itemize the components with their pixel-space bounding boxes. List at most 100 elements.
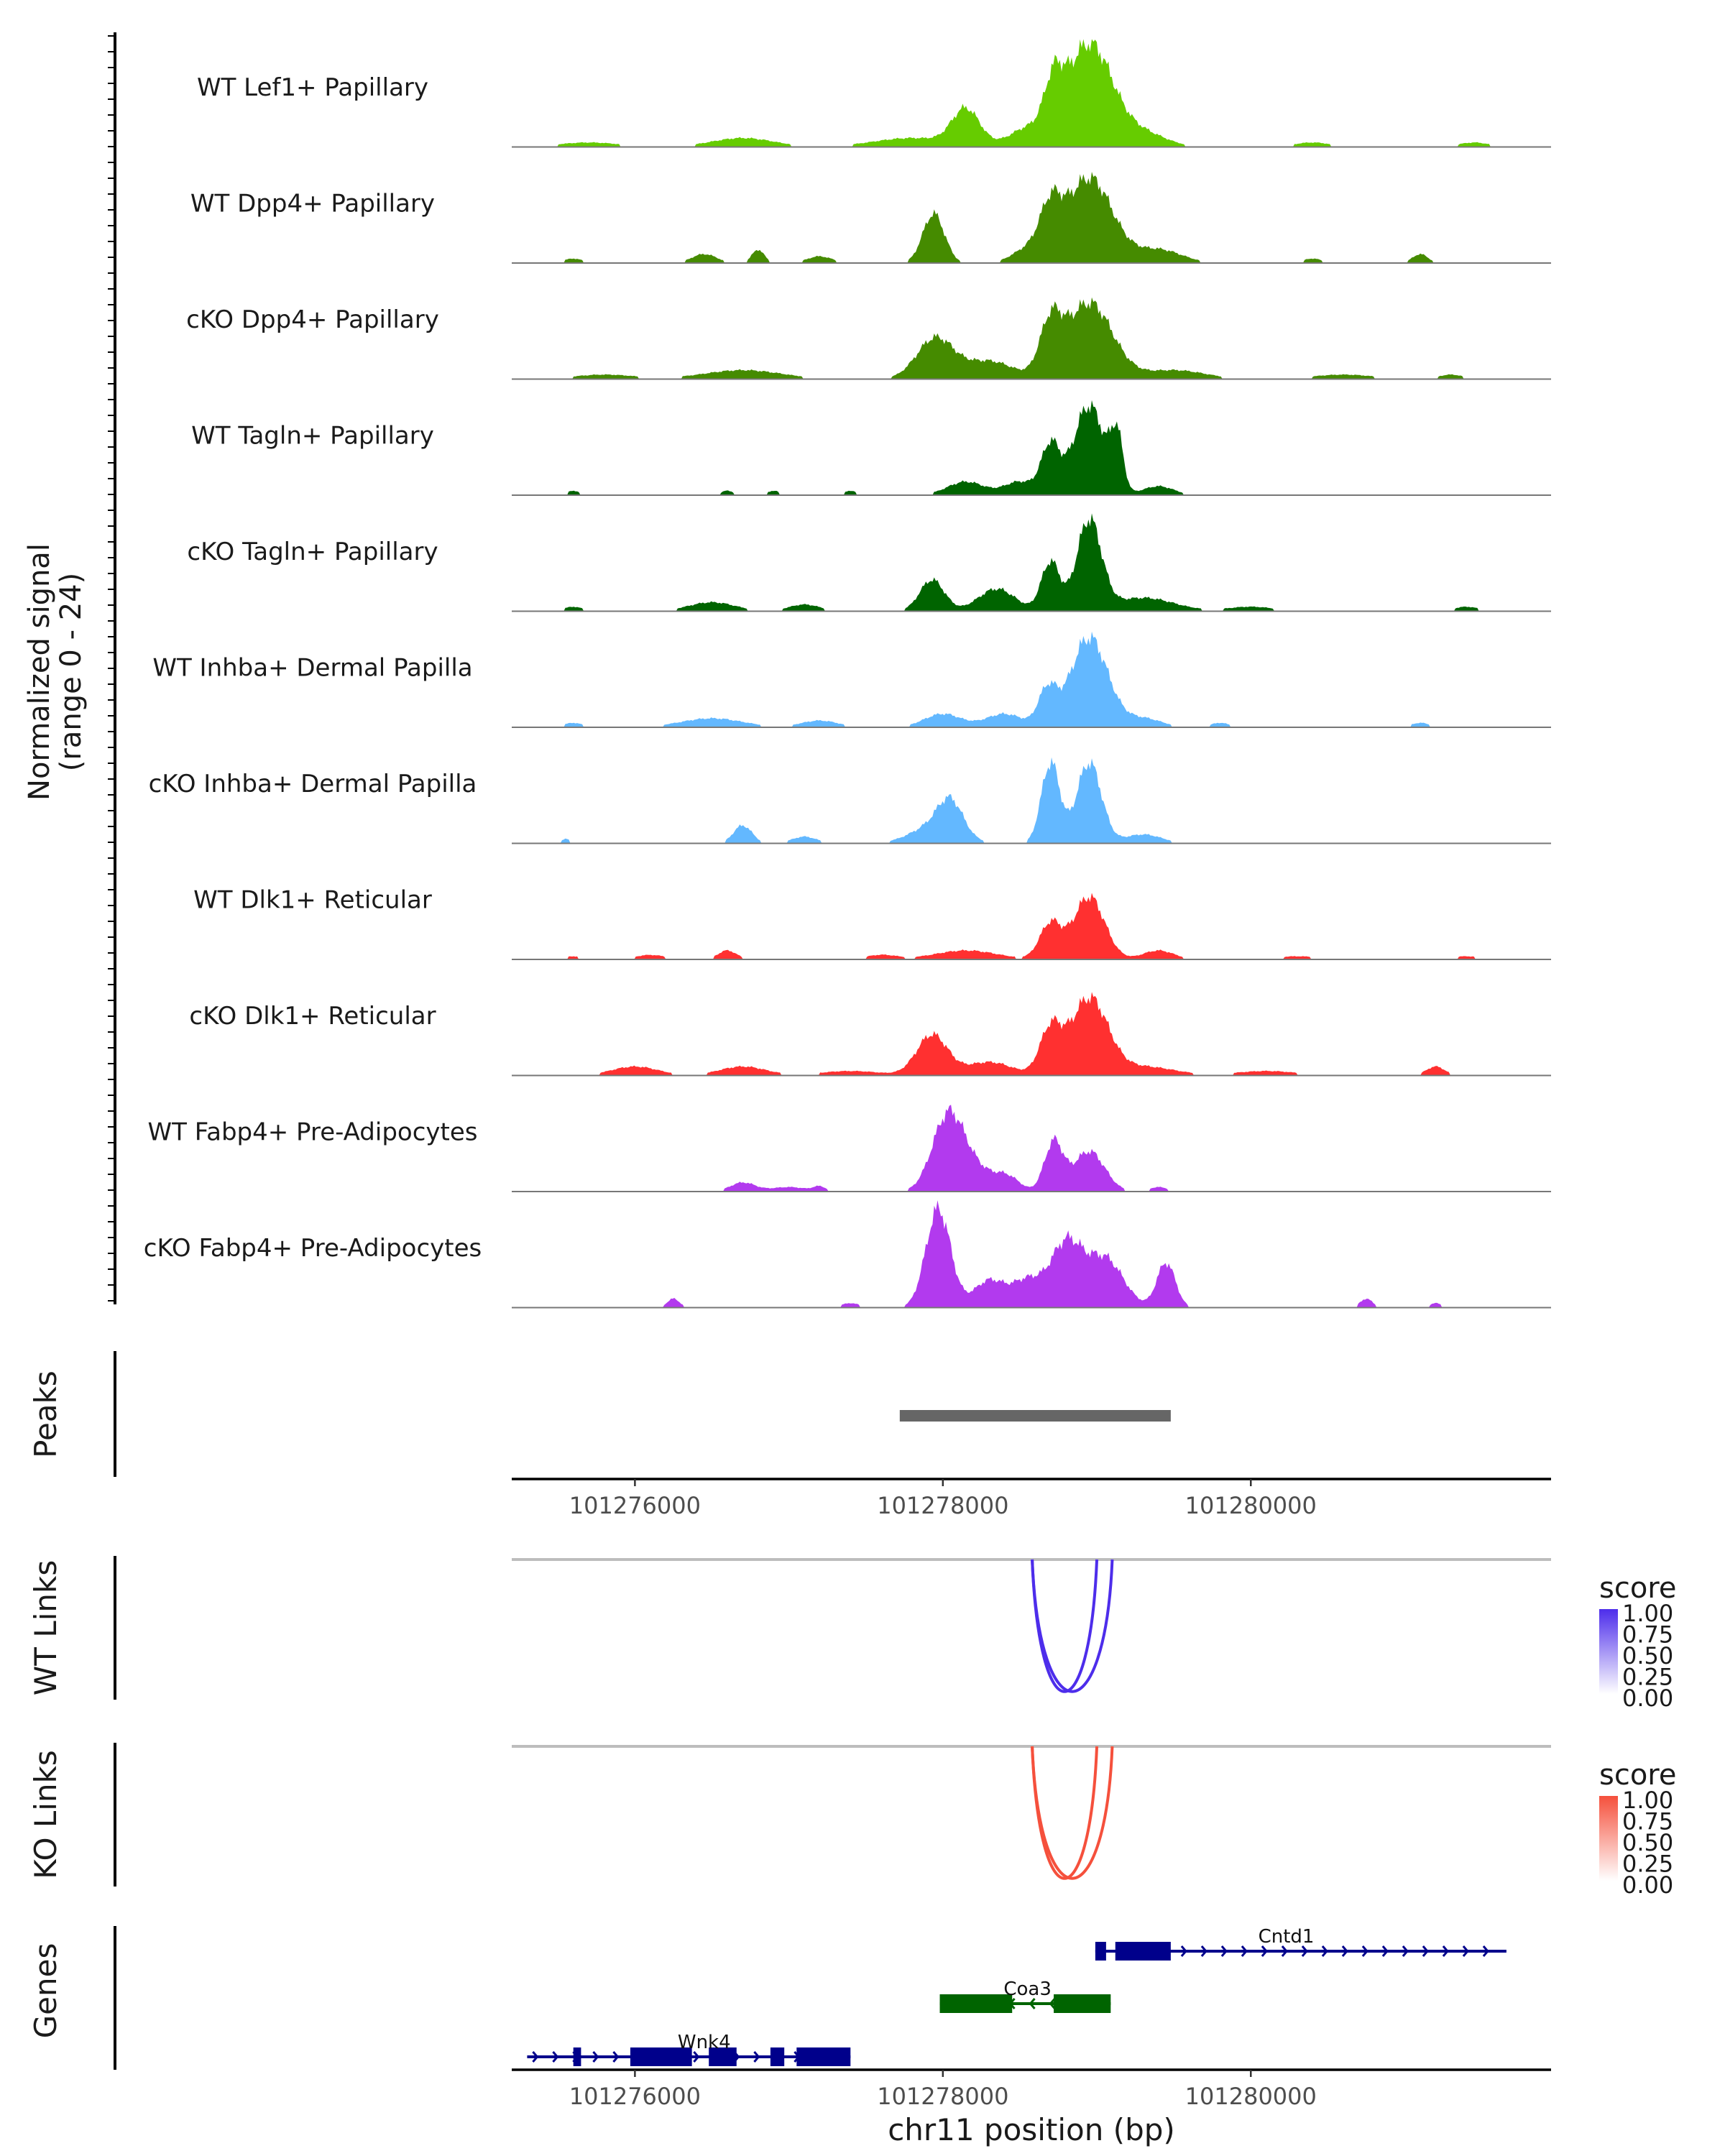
coverage-track: WT Dpp4+ Papillary	[190, 172, 1551, 264]
gene-exon	[796, 2047, 851, 2066]
legend-tick-label: 0.50	[1622, 1642, 1673, 1669]
gene-label: Cntd1	[1259, 1926, 1315, 1948]
legend-tick-label: 0.25	[1622, 1664, 1673, 1691]
gene-exon	[709, 2047, 737, 2066]
gene-exon	[573, 2047, 581, 2066]
y-axis-title-line2: (range 0 - 24)	[55, 573, 88, 771]
x-axis-tick-label: 101278000	[877, 2083, 1008, 2110]
coverage-track: WT Lef1+ Papillary	[197, 39, 1551, 148]
coverage-track: WT Tagln+ Papillary	[191, 400, 1551, 496]
strand-arrow	[1301, 1945, 1308, 1957]
genes-track-label: Genes	[28, 1943, 63, 2039]
coverage-area	[512, 172, 1551, 263]
x-axis-tick-label: 101280000	[1185, 2083, 1317, 2110]
coverage-tracks: WT Lef1+ Papillary WT Dpp4+ Papillary cKO …	[144, 39, 1551, 1309]
peaks-track-label: Peaks	[28, 1370, 63, 1458]
coverage-track-label: cKO Inhba+ Dermal Papilla	[149, 770, 477, 798]
coverage-track: WT Dlk1+ Reticular	[193, 886, 1551, 960]
genes-x-axis-ticks: 101276000 101278000 101280000	[569, 2070, 1317, 2110]
legend-colorbar	[1599, 1609, 1618, 1694]
coverage-area	[512, 297, 1551, 379]
coverage-track-label: WT Dpp4+ Papillary	[190, 190, 435, 218]
coverage-track: cKO Fabp4+ Pre-Adipocytes	[144, 1200, 1551, 1309]
strand-arrow	[753, 2051, 760, 2063]
strand-arrow	[1241, 1945, 1248, 1957]
legend-tick-label: 0.00	[1622, 1685, 1673, 1712]
legend-title: score	[1599, 1572, 1676, 1605]
strand-arrow	[1341, 1945, 1348, 1957]
coverage-area	[512, 39, 1551, 147]
x-axis-tick-label: 101278000	[877, 1492, 1008, 1519]
strand-arrow	[1180, 1945, 1187, 1957]
coverage-track: WT Fabp4+ Pre-Adipocytes	[148, 1105, 1551, 1192]
coverage-track: cKO Dpp4+ Papillary	[186, 297, 1551, 380]
strand-arrow	[1049, 1998, 1056, 2009]
strand-arrow	[1281, 1945, 1288, 1957]
legend-tick-label: 0.50	[1622, 1829, 1673, 1856]
x-axis-tick-label: 101276000	[569, 2083, 701, 2110]
legend-colorbar	[1599, 1796, 1618, 1881]
coverage-y-axis-ticks	[108, 35, 115, 1302]
strand-arrow	[1220, 1945, 1228, 1957]
coverage-track-label: cKO Dlk1+ Reticular	[189, 1002, 436, 1031]
strand-arrow	[1442, 1945, 1449, 1957]
gene-exon	[1115, 1942, 1171, 1961]
coverage-track-label: cKO Fabp4+ Pre-Adipocytes	[144, 1234, 482, 1263]
coverage-track-label: WT Lef1+ Papillary	[197, 73, 428, 102]
strand-arrow	[612, 2051, 620, 2063]
strand-arrow	[1321, 1945, 1328, 1957]
y-axis-title-line1: Normalized signal	[23, 543, 56, 801]
coverage-track-label: WT Fabp4+ Pre-Adipocytes	[148, 1118, 478, 1147]
x-axis-tick-label: 101280000	[1185, 1492, 1317, 1519]
gene-label: Coa3	[1003, 1978, 1052, 2000]
gene-exon	[1095, 1942, 1106, 1961]
coverage-track: cKO Inhba+ Dermal Papilla	[149, 757, 1551, 844]
gene-exon	[939, 1994, 1013, 2013]
x-axis-title: chr11 position (bp)	[888, 2112, 1175, 2147]
link-track-label: WT Links	[28, 1560, 63, 1695]
legend-tick-label: 1.00	[1622, 1600, 1673, 1627]
link-arc	[1031, 1746, 1114, 1880]
link-arc	[1031, 1559, 1114, 1693]
gene-label: Wnk4	[678, 2032, 731, 2053]
genes-track: Cntd1 Coa3 Wnk4	[527, 1926, 1506, 2066]
legend-tick-label: 0.00	[1622, 1871, 1673, 1899]
coverage-track-label: WT Tagln+ Papillary	[191, 422, 434, 451]
coverage-track-label: WT Dlk1+ Reticular	[193, 886, 432, 915]
strand-arrow	[1422, 1945, 1429, 1957]
coverage-track: WT Inhba+ Dermal Papilla	[152, 631, 1551, 728]
strand-arrow	[1361, 1945, 1368, 1957]
gene: Coa3	[939, 1978, 1111, 2013]
gene-exon	[1054, 1994, 1111, 2013]
legend-tick-label: 0.25	[1622, 1851, 1673, 1878]
coverage-track: cKO Dlk1+ Reticular	[189, 992, 1551, 1077]
peaks-x-axis-ticks: 101276000 101278000 101280000	[569, 1479, 1317, 1519]
strand-arrow	[552, 2051, 559, 2063]
strand-arrow	[1381, 1945, 1389, 1957]
link-track-label: KO Links	[28, 1750, 63, 1879]
gene-exon	[770, 2047, 785, 2066]
strand-arrow	[1462, 1945, 1469, 1957]
strand-arrow	[1482, 1945, 1489, 1957]
coverage-track-label: WT Inhba+ Dermal Papilla	[152, 654, 472, 683]
x-axis-tick-label: 101276000	[569, 1492, 701, 1519]
strand-arrow	[532, 2051, 539, 2063]
strand-arrow	[1402, 1945, 1409, 1957]
peak-region	[899, 1410, 1171, 1422]
coverage-track-label: cKO Dpp4+ Papillary	[186, 305, 439, 334]
strand-arrow	[1029, 1998, 1036, 2009]
gene-exon	[630, 2047, 692, 2066]
peaks-track	[899, 1410, 1171, 1422]
strand-arrow	[592, 2051, 599, 2063]
strand-arrow	[693, 2051, 700, 2063]
strand-arrow	[1261, 1945, 1268, 1957]
coverage-track-label: cKO Tagln+ Papillary	[187, 538, 438, 566]
strand-arrow	[1200, 1945, 1208, 1957]
legend-tick-label: 0.75	[1622, 1621, 1673, 1649]
gene: Wnk4	[527, 2032, 851, 2066]
gene: Cntd1	[1095, 1926, 1506, 1961]
